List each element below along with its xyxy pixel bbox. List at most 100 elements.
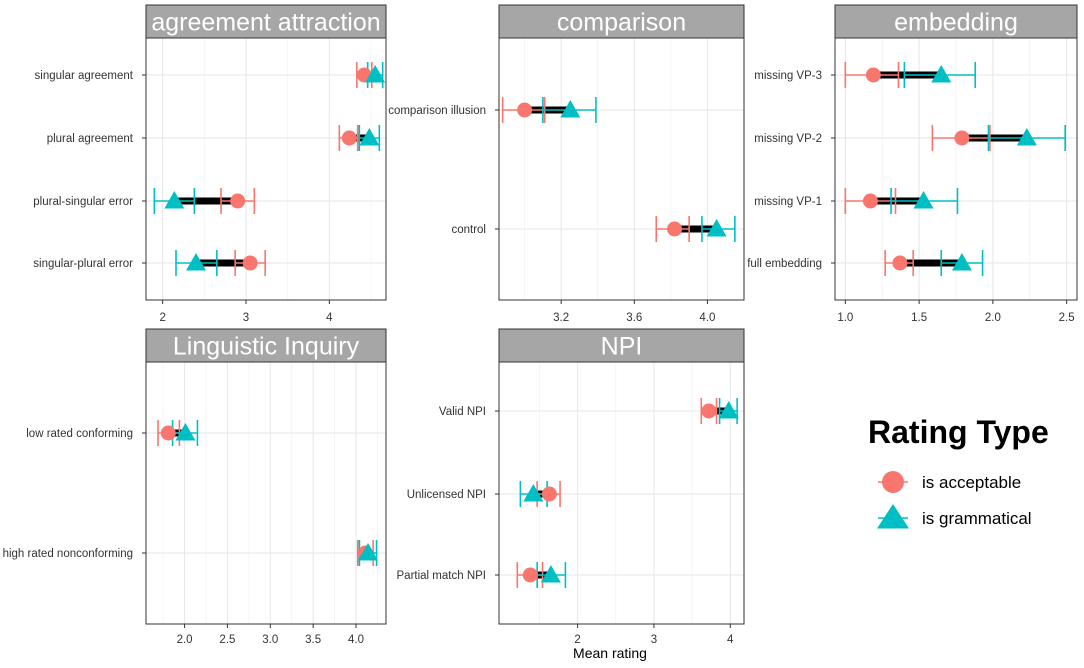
- point-grammatical: [1016, 128, 1037, 146]
- x-tick-label: 1.5: [911, 312, 927, 324]
- legend-key-circle: [882, 471, 904, 493]
- row-high-rated-nonconforming: [356, 540, 378, 566]
- row-partial-match-npi: [516, 562, 567, 588]
- row-plural-singular-error: [153, 188, 256, 214]
- legend-label: is grammatical: [922, 509, 1032, 528]
- panel-strip: [834, 4, 1078, 39]
- category-label-partial-match-npi: Partial match NPI: [397, 570, 486, 582]
- point-acceptable: [701, 403, 717, 419]
- point-acceptable: [517, 102, 533, 118]
- panel-border: [834, 37, 1078, 301]
- x-tick-label: 2.0: [177, 634, 193, 646]
- panel-border: [145, 361, 387, 625]
- panel-background: [146, 38, 386, 300]
- legend: Rating Type is acceptable is grammatical: [868, 414, 1049, 529]
- point-acceptable: [341, 130, 357, 146]
- point-acceptable: [865, 67, 881, 83]
- panel-border: [498, 37, 745, 301]
- point-grammatical: [931, 65, 952, 83]
- panel-strip: [498, 328, 745, 363]
- point-grammatical: [164, 191, 185, 209]
- point-grammatical: [540, 565, 561, 583]
- point-acceptable: [667, 221, 683, 237]
- category-label-low-rated-conforming: low rated conforming: [26, 428, 133, 440]
- row-singular-plural-error: [175, 250, 266, 276]
- point-grammatical: [523, 484, 544, 502]
- legend-item-acceptable: is acceptable: [878, 471, 1021, 493]
- panel-npi: NPI Valid NPI Unlicensed NPI Partial match …: [397, 328, 745, 646]
- x-tick-label: 4: [727, 634, 734, 646]
- row-valid-npi: [700, 398, 739, 424]
- x-tick-label: 3.0: [262, 634, 278, 646]
- category-label-control: control: [451, 224, 486, 236]
- point-acceptable: [954, 130, 970, 146]
- row-low-rated-conforming: [157, 420, 199, 446]
- x-axis-title: Mean rating: [573, 645, 647, 661]
- category-label-plural-singular-error: plural-singular error: [33, 196, 133, 208]
- legend-item-grammatical: is grammatical: [877, 504, 1032, 529]
- point-grammatical: [358, 543, 378, 561]
- x-tick-label: 3: [651, 634, 657, 646]
- x-tick-label: 4.0: [348, 634, 364, 646]
- panel-agreement-attraction: agreement attraction singular agreement pl…: [33, 4, 387, 324]
- panel-title: comparison: [557, 9, 686, 37]
- point-grammatical: [359, 128, 380, 146]
- category-label-comparison-illusion: comparison illusion: [388, 105, 486, 117]
- panel-border: [498, 361, 745, 625]
- panels-layer: agreement attraction singular agreement pl…: [3, 4, 1078, 646]
- row-control: [655, 216, 736, 242]
- category-label-plural-agreement: plural agreement: [47, 133, 134, 145]
- point-grammatical: [706, 219, 727, 237]
- category-label-full-embedding: full embedding: [747, 258, 822, 270]
- legend-label: is acceptable: [922, 473, 1021, 492]
- category-label-missing-vp-2: missing VP-2: [754, 133, 822, 145]
- x-tick-label: 3.2: [553, 312, 569, 324]
- panel-background: [146, 362, 386, 624]
- point-grammatical: [365, 65, 386, 83]
- legend-items: is acceptable is grammatical: [877, 471, 1032, 529]
- row-missing-vp-3: [844, 62, 976, 88]
- x-tick-label: 2: [574, 634, 580, 646]
- category-label-high-rated-nonconforming: high rated nonconforming: [3, 548, 133, 560]
- point-grammatical: [913, 191, 934, 209]
- point-acceptable: [230, 193, 246, 209]
- row-full-embedding: [884, 250, 984, 276]
- x-tick-label: 1.0: [837, 312, 853, 324]
- point-acceptable: [242, 255, 258, 271]
- point-acceptable: [160, 425, 176, 441]
- category-label-singular-plural-error: singular-plural error: [33, 258, 133, 270]
- point-grammatical: [718, 401, 739, 419]
- point-grammatical: [186, 253, 206, 271]
- row-singular-agreement: [356, 62, 386, 88]
- point-acceptable: [862, 193, 878, 209]
- point-acceptable: [541, 486, 557, 502]
- panel-title: agreement attraction: [151, 9, 380, 37]
- row-missing-vp-1: [844, 188, 959, 214]
- x-tick-label: 2.0: [985, 312, 1001, 324]
- legend-key-triangle: [877, 504, 909, 529]
- x-tick-label: 3.5: [305, 634, 321, 646]
- panel-background: [499, 38, 744, 300]
- panel-title: Linguistic Inquiry: [173, 333, 360, 361]
- point-grammatical: [560, 100, 581, 118]
- panel-border: [145, 37, 387, 301]
- row-unlicensed-npi: [519, 481, 561, 507]
- point-acceptable: [522, 567, 538, 583]
- category-label-unlicensed-npi: Unlicensed NPI: [407, 489, 486, 501]
- category-label-missing-vp-3: missing VP-3: [754, 70, 822, 82]
- panel-linguistic-inquiry: Linguistic Inquiry low rated conforming hi…: [3, 328, 387, 646]
- panel-embedding: embedding missing VP-3 missing VP-2 missing…: [747, 4, 1078, 324]
- category-label-valid-npi: Valid NPI: [439, 406, 486, 418]
- category-label-missing-vp-1: missing VP-1: [754, 196, 822, 208]
- row-comparison-illusion: [501, 97, 597, 123]
- x-tick-label: 4: [326, 312, 333, 324]
- point-grammatical: [175, 423, 196, 441]
- point-grammatical: [951, 253, 972, 271]
- category-label-singular-agreement: singular agreement: [35, 70, 134, 82]
- x-tick-label: 3: [243, 312, 249, 324]
- point-acceptable: [892, 255, 908, 271]
- legend-title: Rating Type: [868, 414, 1049, 450]
- row-plural-agreement: [338, 125, 381, 151]
